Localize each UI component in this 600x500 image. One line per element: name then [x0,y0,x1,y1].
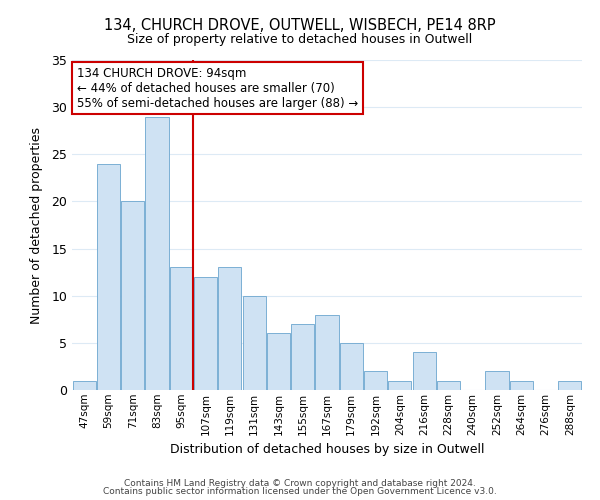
Text: 134, CHURCH DROVE, OUTWELL, WISBECH, PE14 8RP: 134, CHURCH DROVE, OUTWELL, WISBECH, PE1… [104,18,496,32]
Bar [413,352,436,390]
Bar [242,296,266,390]
Bar [437,380,460,390]
Y-axis label: Number of detached properties: Number of detached properties [30,126,43,324]
Bar [267,334,290,390]
Bar [388,380,412,390]
Bar [73,380,95,390]
Text: Size of property relative to detached houses in Outwell: Size of property relative to detached ho… [127,32,473,46]
Text: Contains HM Land Registry data © Crown copyright and database right 2024.: Contains HM Land Registry data © Crown c… [124,478,476,488]
Bar [364,371,387,390]
Text: 134 CHURCH DROVE: 94sqm
← 44% of detached houses are smaller (70)
55% of semi-de: 134 CHURCH DROVE: 94sqm ← 44% of detache… [77,66,358,110]
Bar [145,116,169,390]
Bar [291,324,314,390]
Bar [485,371,509,390]
Bar [218,268,241,390]
Bar [510,380,533,390]
Bar [121,202,144,390]
Bar [559,380,581,390]
Bar [194,277,217,390]
Bar [170,268,193,390]
Text: Contains public sector information licensed under the Open Government Licence v3: Contains public sector information licen… [103,487,497,496]
X-axis label: Distribution of detached houses by size in Outwell: Distribution of detached houses by size … [170,443,484,456]
Bar [340,343,363,390]
Bar [97,164,120,390]
Bar [316,314,338,390]
